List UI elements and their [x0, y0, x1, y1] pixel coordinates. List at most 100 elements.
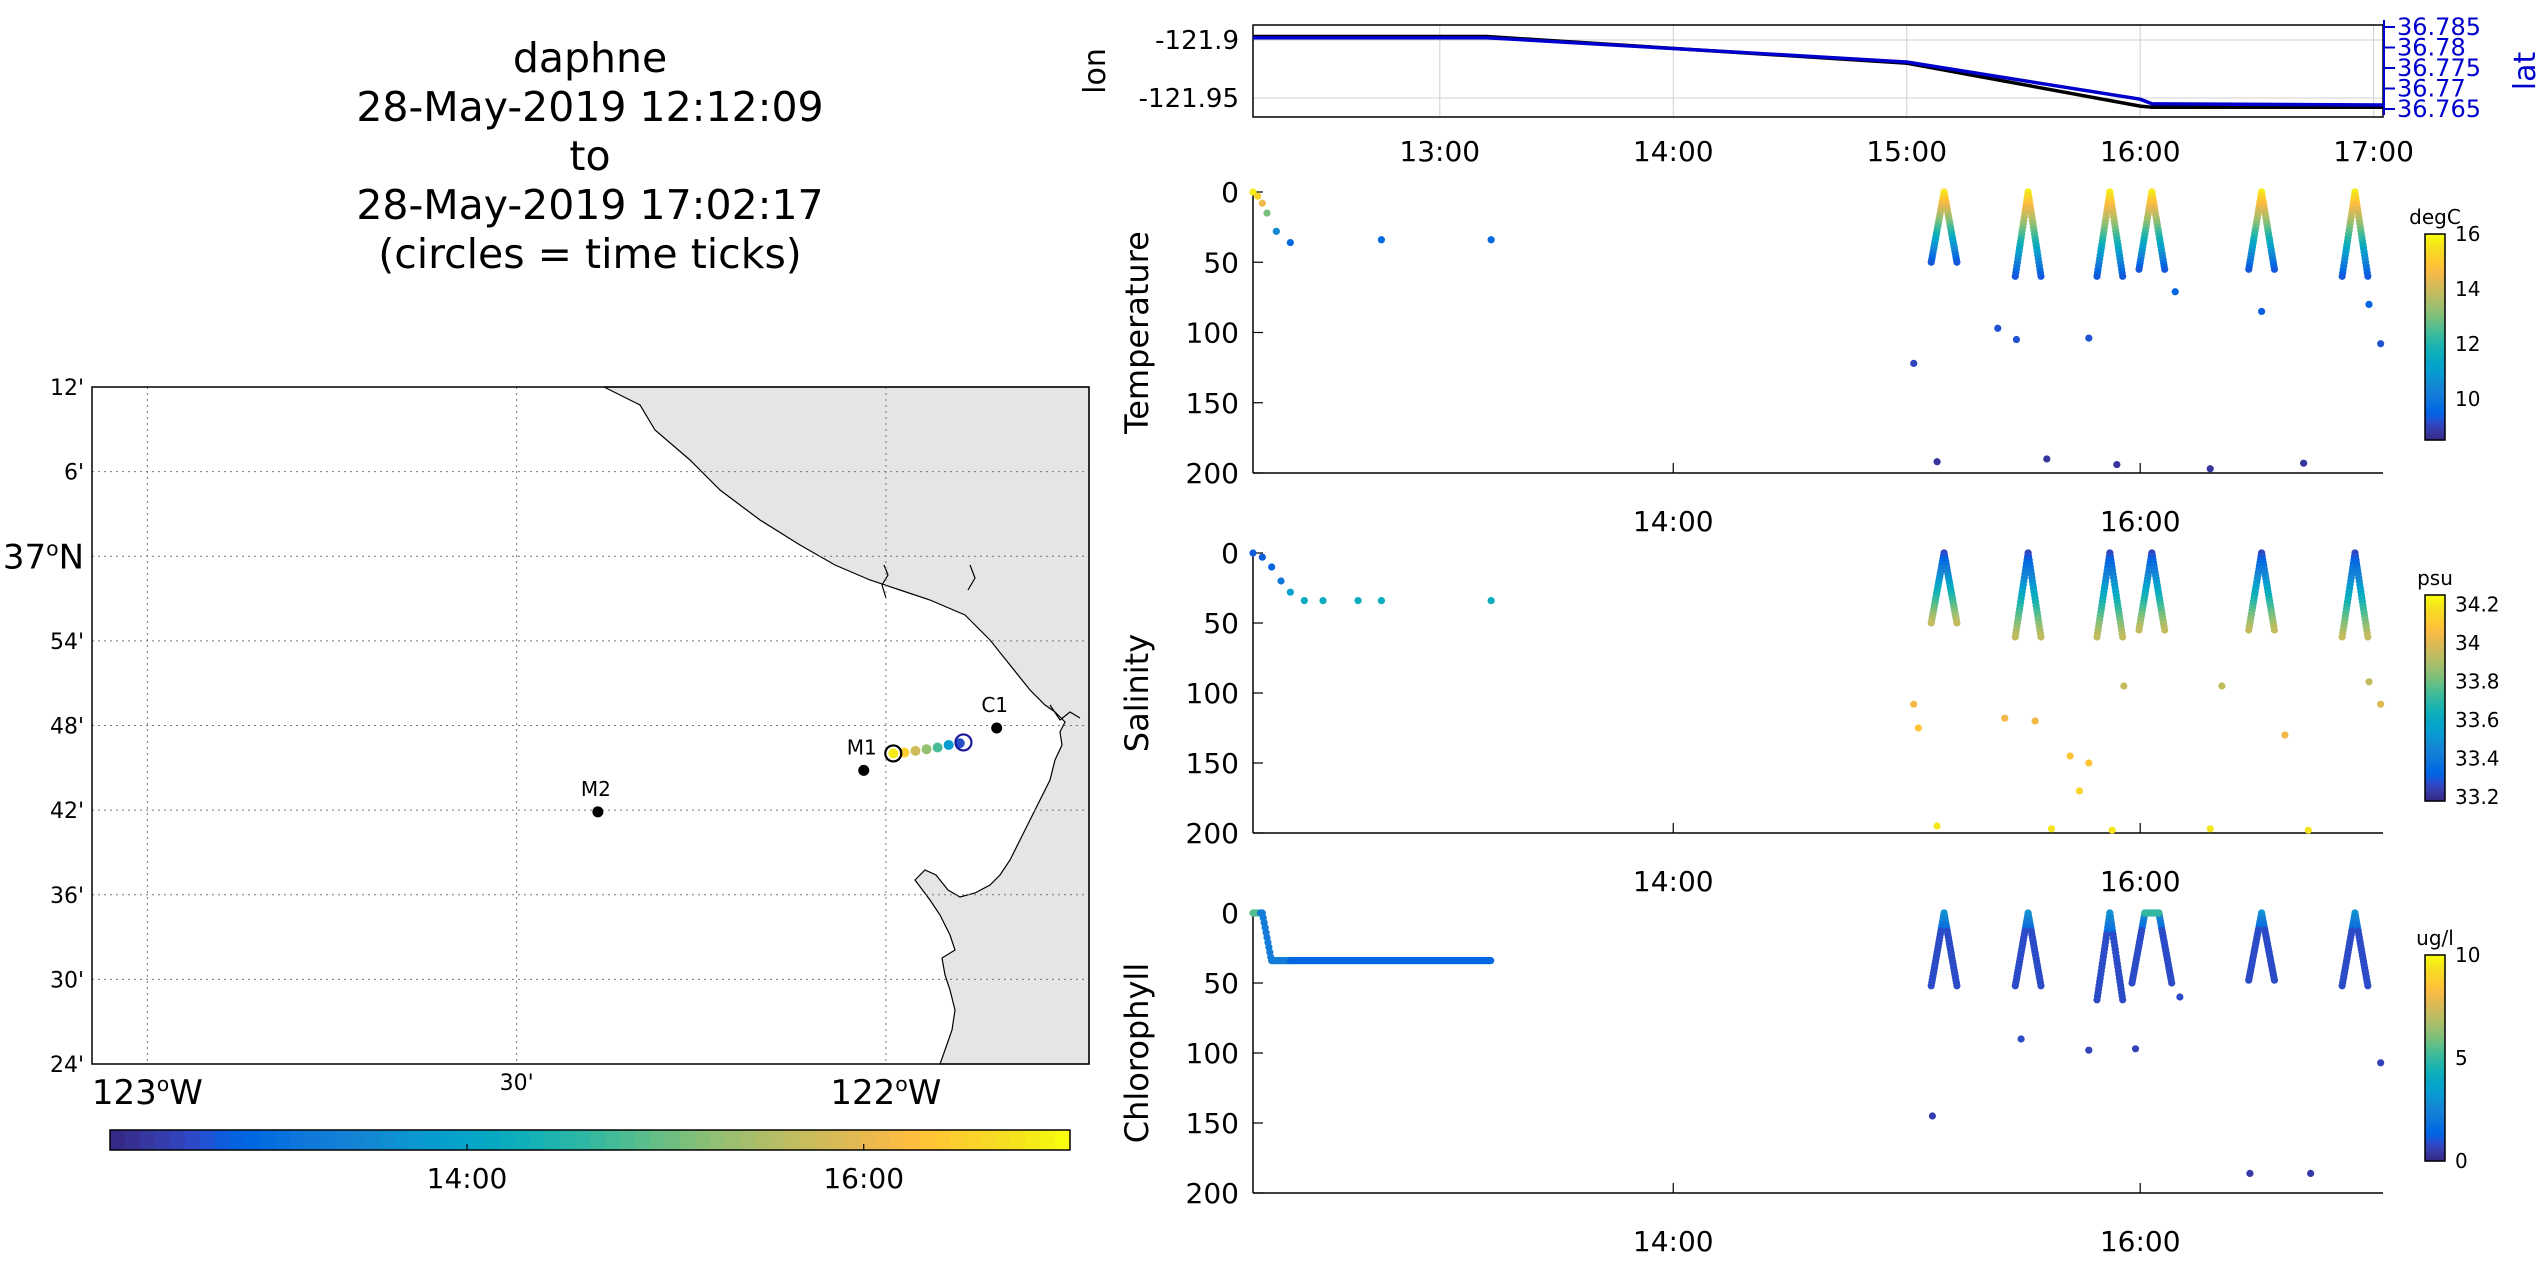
colorbar-cell — [2425, 1109, 2445, 1114]
panel-colorbar-label: ug/l — [2416, 926, 2454, 950]
data-point — [2338, 982, 2346, 990]
map-lon-tick-label: 122oW — [830, 1072, 941, 1113]
colorbar-cell — [2425, 662, 2445, 667]
colorbar-cell — [2425, 420, 2445, 425]
colorbar-cell — [2425, 772, 2445, 776]
station-marker — [592, 806, 604, 818]
colorbar-cell — [980, 1130, 996, 1150]
colorbar-cell — [2425, 1138, 2445, 1143]
colorbar-cell — [2425, 1045, 2445, 1049]
colorbar-cell — [2425, 1141, 2445, 1146]
colorbar-cell — [2425, 388, 2445, 393]
colorbar-cell — [2425, 730, 2445, 735]
data-point — [2338, 272, 2346, 280]
figure-title: daphne 28-May-2019 12:12:09 to 28-May-20… — [250, 34, 930, 279]
colorbar-cell — [2425, 755, 2445, 760]
colorbar-cell — [2425, 698, 2445, 702]
colorbar-cell — [410, 1130, 426, 1150]
panel-y-tick-label: 50 — [1203, 607, 1239, 640]
colorbar-cell — [500, 1130, 516, 1150]
colorbar-cell — [2425, 340, 2445, 345]
colorbar-cell — [2425, 272, 2445, 277]
colorbar-cell — [2425, 630, 2445, 635]
colorbar-cell — [2425, 333, 2445, 338]
colorbar-cell — [275, 1130, 291, 1150]
panel-colorbar-tick-label: 34.2 — [2455, 593, 2500, 617]
data-point — [1914, 724, 1922, 732]
colorbar-cell — [575, 1130, 591, 1150]
colorbar-cell — [2425, 430, 2445, 435]
map-lat-tick-label: 36' — [50, 884, 84, 909]
panel-colorbar-tick-label: 33.4 — [2455, 747, 2500, 771]
colorbar-cell — [2425, 330, 2445, 335]
data-point — [2245, 976, 2253, 984]
lonlat-x-tick-label: 14:00 — [1633, 135, 1714, 168]
colorbar-cell — [2425, 362, 2445, 367]
colorbar-cell — [2425, 607, 2445, 612]
panel-colorbar-label: degC — [2409, 205, 2461, 229]
panel-colorbar-tick-label: 10 — [2455, 387, 2480, 411]
colorbar-cell — [125, 1130, 141, 1150]
colorbar-cell — [2425, 717, 2445, 722]
colorbar-cell — [815, 1130, 831, 1150]
colorbar-cell — [515, 1130, 531, 1150]
river-line — [881, 564, 889, 599]
data-point — [1277, 577, 1285, 585]
colorbar-cell — [2425, 646, 2445, 651]
colorbar-cell — [680, 1130, 696, 1150]
colorbar-cell — [2425, 1151, 2445, 1156]
colorbar-cell — [2425, 1077, 2445, 1082]
colorbar-cell — [2425, 349, 2445, 354]
data-point — [1933, 822, 1941, 830]
colorbar-cell — [2425, 240, 2445, 245]
colorbar-cell — [2425, 1106, 2445, 1111]
panel-colorbar-tick-label: 12 — [2455, 332, 2480, 356]
colorbar-cell — [2425, 343, 2445, 348]
colorbar-cell — [2425, 1051, 2445, 1056]
colorbar-cell — [2425, 414, 2445, 419]
title-line-to: to — [569, 132, 611, 180]
colorbar-cell — [455, 1130, 471, 1150]
panel-x-tick-label: 14:00 — [1633, 505, 1714, 538]
data-point — [2364, 272, 2372, 280]
colorbar-cell — [2425, 768, 2445, 773]
colorbar-cell — [2425, 1157, 2445, 1162]
data-point — [1933, 458, 1941, 466]
data-point — [2085, 1046, 2093, 1054]
colorbar-cell — [395, 1130, 411, 1150]
colorbar-cell — [170, 1130, 186, 1150]
colorbar-cell — [2425, 990, 2445, 995]
data-point — [2161, 626, 2169, 634]
panel-y-axis-label: Chlorophyll — [1118, 963, 1156, 1143]
panel-y-tick-label: 200 — [1186, 817, 1239, 850]
data-point — [2119, 272, 2127, 280]
panel-colorbar-tick-label: 10 — [2455, 943, 2480, 967]
data-point — [1487, 236, 1495, 244]
colorbar-cell — [185, 1130, 201, 1150]
data-point — [2093, 633, 2101, 641]
data-point — [1263, 209, 1271, 217]
panel-y-tick-label: 200 — [1186, 457, 1239, 490]
data-point — [2066, 752, 2074, 760]
panel-colorbar — [2424, 954, 2446, 1162]
colorbar-cell — [2425, 1083, 2445, 1088]
colorbar-cell — [2425, 749, 2445, 754]
colorbar-cell — [2425, 649, 2445, 654]
colorbar-cell — [755, 1130, 771, 1150]
colorbar-cell — [2425, 636, 2445, 641]
data-point — [2011, 633, 2019, 641]
colorbar-cell — [2425, 1006, 2445, 1011]
data-point — [2037, 272, 2045, 280]
colorbar-cell — [2425, 707, 2445, 712]
data-point — [2085, 759, 2093, 767]
title-line-vehicle: daphne — [512, 34, 668, 82]
colorbar-cell — [2425, 1090, 2445, 1095]
data-point — [2011, 982, 2019, 990]
title-line-note: (circles = time ticks) — [378, 230, 802, 278]
colorbar-cell — [2425, 996, 2445, 1001]
data-point — [2011, 272, 2019, 280]
colorbar-cell — [2425, 601, 2445, 606]
colorbar-cell — [2425, 311, 2445, 316]
colorbar-cell — [1040, 1130, 1056, 1150]
data-point — [2270, 976, 2279, 984]
